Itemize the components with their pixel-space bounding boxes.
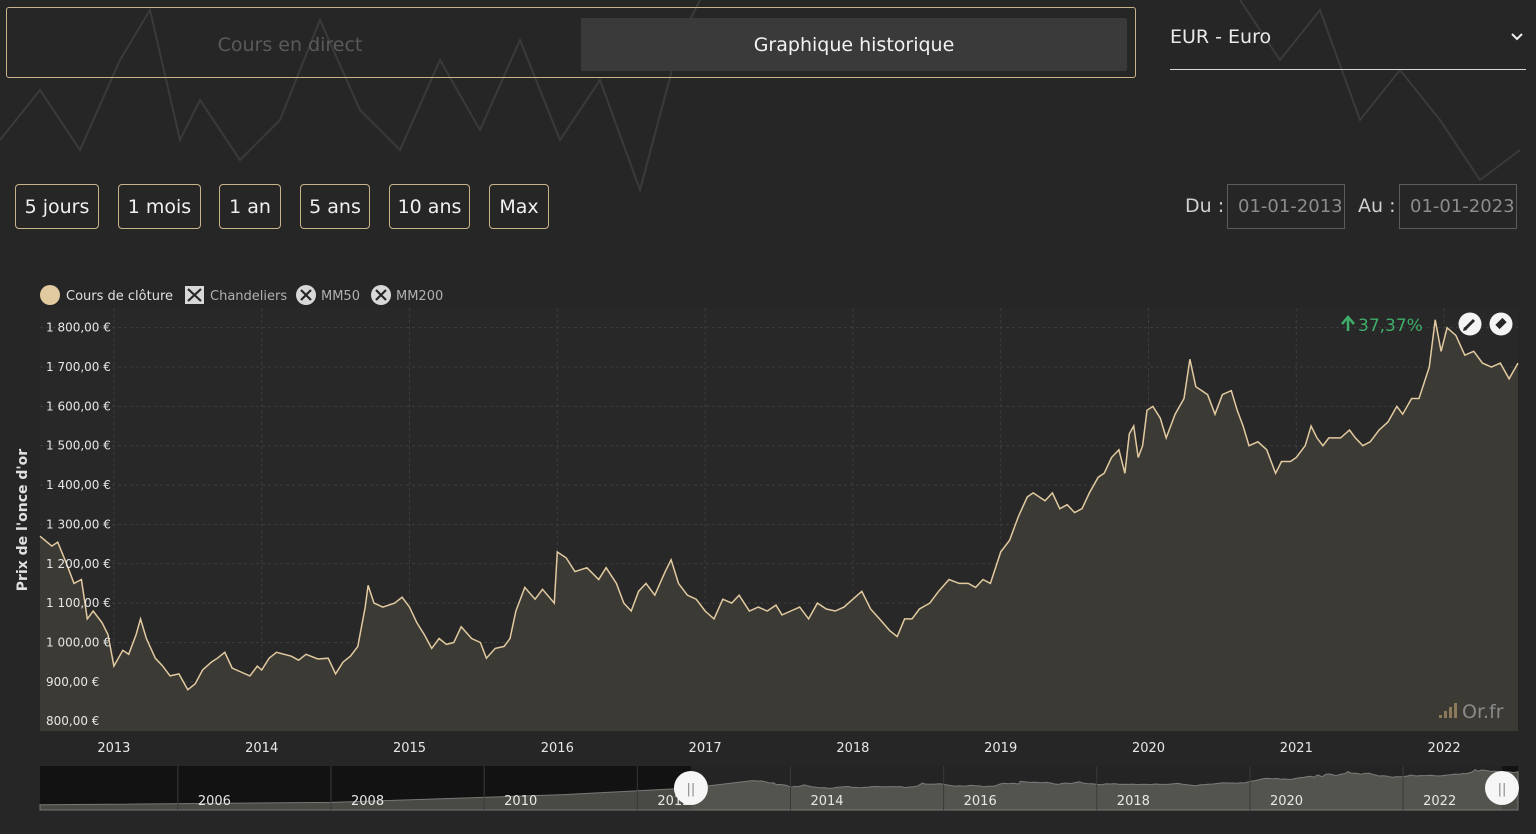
y-tick-label: 1 300,00 € (46, 517, 111, 531)
legend-item-mm200[interactable]: MM200 (371, 285, 443, 305)
range-button-1-year[interactable]: 1 an (219, 184, 281, 229)
navigator-series-area (39, 769, 1519, 811)
chevron-down-icon (1511, 33, 1523, 41)
background-decoration (0, 0, 1521, 194)
currency-select[interactable]: EUR - Euro (1170, 22, 1526, 70)
date-to-label: Au : (1358, 195, 1396, 217)
y-tick-label: 1 200,00 € (46, 557, 111, 571)
legend-item-mm50[interactable]: MM50 (296, 285, 360, 305)
y-tick-label: 1 100,00 € (46, 596, 111, 610)
brand-text: Or.fr (1462, 701, 1504, 723)
x-tick-label: 2021 (1280, 741, 1313, 756)
chart-legend: Cours de clôture Chandeliers MM50 (40, 285, 443, 305)
arrow-up-icon (1341, 315, 1355, 331)
price-chart: Cours de clôture Chandeliers MM50 (15, 285, 1519, 811)
x-tick-label: 2014 (245, 741, 278, 756)
legend-label: MM200 (396, 289, 443, 304)
candlestick-box-icon (185, 286, 204, 304)
y-tick-label: 1 000,00 € (46, 635, 111, 649)
x-tick-label: 2019 (984, 741, 1017, 756)
change-indicator: 37,37% (1341, 315, 1423, 336)
navigator-axis-ticks: 2006 2008 2010 2012 2014 2016 2018 2020 2022 (177, 766, 1456, 810)
bar-chart-logo-icon (1439, 703, 1457, 718)
x-tick-label: 2020 (1132, 741, 1165, 756)
range-button-max[interactable]: Max (489, 184, 549, 229)
series-line-close (39, 319, 1519, 691)
legend-item-candlesticks[interactable]: Chandeliers (185, 286, 287, 304)
range-button-1-month[interactable]: 1 mois (118, 184, 201, 229)
navigator-handle-grip: || (687, 782, 696, 797)
change-percent: 37,37% (1358, 316, 1423, 336)
date-to-input[interactable]: 01-01-2023 (1399, 184, 1517, 229)
y-tick-label: 1 500,00 € (46, 439, 111, 453)
x-circle-icon (371, 285, 391, 305)
currency-selected-value: EUR - Euro (1170, 26, 1272, 48)
navigator-tick-label: 2022 (1423, 794, 1456, 809)
pencil-icon (1463, 318, 1476, 331)
y-tick-label: 1 600,00 € (46, 399, 111, 413)
x-tick-label: 2013 (97, 741, 130, 756)
navigator-handle-grip: || (1498, 782, 1507, 797)
navigator-handle-left[interactable]: || (673, 771, 708, 805)
legend-label: MM50 (321, 289, 360, 304)
eraser-icon (1495, 317, 1507, 330)
tab-live-price[interactable]: Cours en direct (217, 33, 363, 56)
y-tick-label: 1 800,00 € (46, 321, 111, 335)
range-button-10-years[interactable]: 10 ans (389, 184, 470, 229)
navigator-tick-label: 2018 (1117, 794, 1150, 809)
tab-historical-chart[interactable]: Graphique historique (581, 18, 1127, 71)
navigator-tick-label: 2006 (198, 794, 231, 809)
y-axis-title: Prix de l'once d'or (15, 449, 31, 592)
y-axis-ticks: 800,00 € 900,00 € 1 000,00 € 1 100,00 € 1 20… (46, 321, 111, 728)
date-from-input[interactable]: 01-01-2013 (1227, 184, 1345, 229)
date-from-label: Du : (1185, 195, 1225, 217)
y-tick-label: 900,00 € (46, 675, 99, 689)
brand-watermark: Or.fr (1439, 701, 1504, 723)
legend-item-close[interactable]: Cours de clôture (40, 285, 173, 305)
erase-tool-button[interactable] (1489, 312, 1513, 336)
x-axis-ticks: 2013 2014 2015 2016 2017 2018 2019 2020 2021 2022 (97, 741, 1460, 756)
draw-tool-button[interactable] (1458, 312, 1482, 336)
y-tick-label: 1 700,00 € (46, 360, 111, 374)
range-button-5-years[interactable]: 5 ans (300, 184, 370, 229)
navigator-handle-right[interactable]: || (1485, 771, 1519, 805)
filled-dot-icon (40, 285, 60, 305)
x-tick-label: 2022 (1428, 741, 1461, 756)
navigator-tick-label: 2008 (351, 794, 384, 809)
x-circle-icon (296, 285, 316, 305)
series-area-fill (40, 319, 1518, 731)
x-tick-label: 2016 (541, 741, 574, 756)
navigator-tick-label: 2020 (1270, 794, 1303, 809)
navigator[interactable]: 2006 2008 2010 2012 2014 2016 2018 2020 2022 || … (39, 766, 1519, 811)
x-tick-label: 2018 (836, 741, 869, 756)
view-tabs: Cours en direct Graphique historique (6, 7, 1136, 78)
navigator-tick-label: 2016 (964, 794, 997, 809)
legend-label: Cours de clôture (66, 289, 173, 304)
navigator-tick-label: 2014 (810, 794, 843, 809)
x-tick-label: 2017 (689, 741, 722, 756)
y-tick-label: 800,00 € (46, 714, 99, 728)
x-tick-label: 2015 (393, 741, 426, 756)
y-tick-label: 1 400,00 € (46, 478, 111, 492)
legend-label: Chandeliers (210, 289, 287, 304)
range-button-5-days[interactable]: 5 jours (15, 184, 99, 229)
navigator-tick-label: 2010 (504, 794, 537, 809)
